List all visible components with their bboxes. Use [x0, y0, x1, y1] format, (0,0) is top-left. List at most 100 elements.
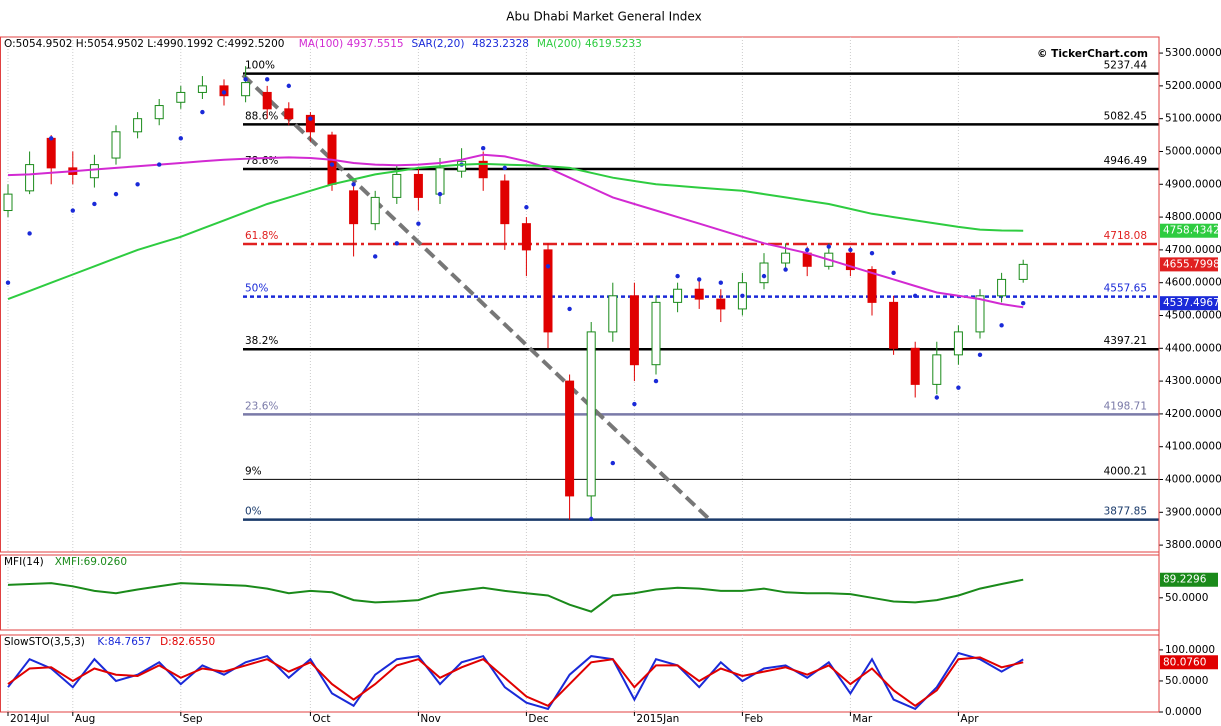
candle-body — [133, 118, 143, 133]
fib-label: 38.2% — [245, 335, 278, 347]
sar-dot — [70, 208, 76, 213]
sar-dot — [157, 162, 162, 167]
fib-value: 4000.21 — [1104, 465, 1147, 477]
candle-body — [305, 114, 315, 133]
y-tick-label: 4400.0000 — [1165, 342, 1221, 354]
sar-dot — [221, 90, 227, 95]
candle-body — [845, 252, 855, 271]
candle-body — [781, 252, 791, 264]
sar-dot — [805, 247, 810, 253]
candle-body — [478, 160, 488, 179]
panel-header: SlowSTO(3,5,3) — [4, 636, 85, 648]
candle-body — [370, 196, 380, 225]
sar-dot — [394, 241, 399, 246]
x-tick-label: 2014Jul — [10, 713, 49, 725]
x-tick-label: Feb — [744, 713, 763, 725]
y-tick-label: 0.0000 — [1165, 706, 1202, 718]
candle-body — [197, 85, 207, 93]
y-tick-label: 4600.0000 — [1165, 277, 1221, 289]
candle-body — [521, 223, 531, 251]
panel-header: MFI(14) — [4, 556, 44, 568]
sar-dot — [265, 77, 270, 82]
candle-body — [413, 173, 423, 198]
value-tag-label: 89.2296 — [1163, 574, 1207, 586]
fib-label: 61.8% — [245, 230, 278, 242]
candle-body — [284, 108, 294, 120]
fib-value: 5082.45 — [1104, 110, 1147, 122]
candle-body — [154, 105, 164, 120]
sar-dot — [653, 378, 659, 384]
fib-value: 4198.71 — [1104, 400, 1147, 412]
y-tick-label: 4000.0000 — [1165, 474, 1221, 486]
candle-body — [889, 301, 899, 349]
candle-body — [651, 301, 661, 366]
candle-body — [910, 347, 920, 385]
legend-name: MA(100) — [299, 38, 343, 50]
x-tick-label: Mar — [852, 713, 872, 725]
candle-body — [435, 167, 445, 195]
legend-name: D:82.6550 — [160, 636, 215, 648]
candle-body — [997, 278, 1007, 297]
sar-dot — [718, 280, 723, 285]
candle-body — [673, 288, 683, 303]
legend-value: 4619.5233 — [585, 38, 642, 50]
sar-dot — [178, 136, 183, 141]
fib-value: 4946.49 — [1104, 155, 1147, 167]
sar-dot — [783, 267, 788, 272]
fib-label: 9% — [245, 465, 262, 477]
candle-body — [176, 91, 186, 103]
y-tick-label: 50.0000 — [1165, 675, 1208, 687]
sar-dot — [632, 401, 637, 407]
y-tick-label: 4800.0000 — [1165, 211, 1221, 223]
value-tag — [1160, 655, 1218, 670]
sar-dot — [934, 395, 939, 400]
candle-body — [89, 164, 99, 179]
series-line — [7, 656, 1024, 708]
series-line — [7, 153, 1024, 309]
x-tick-label: Oct — [312, 713, 330, 725]
y-tick-label: 4100.0000 — [1165, 441, 1221, 453]
value-tag — [1160, 257, 1218, 272]
x-tick-label: Aug — [75, 713, 96, 725]
sar-dot — [135, 182, 140, 187]
fib-value: 4557.65 — [1104, 283, 1147, 295]
value-tag — [1160, 296, 1218, 311]
value-tag — [1160, 223, 1218, 238]
sar-dot — [351, 182, 356, 187]
legend-value: 4823.2328 — [472, 38, 529, 50]
fib-value: 4397.21 — [1104, 335, 1147, 347]
candle-body — [694, 288, 704, 300]
candle-body — [543, 249, 553, 333]
sar-dot — [589, 516, 594, 522]
candle-body — [241, 82, 251, 97]
y-tick-label: 4500.0000 — [1165, 309, 1221, 321]
candle-body — [608, 295, 618, 333]
candle-body — [716, 298, 726, 310]
y-tick-label: 4300.0000 — [1165, 375, 1221, 387]
y-tick-label: 4900.0000 — [1165, 178, 1221, 190]
sar-dot — [697, 277, 702, 282]
candle-body — [3, 193, 13, 212]
sar-dot — [567, 306, 572, 312]
copyright: © TickerChart.com — [1037, 48, 1148, 60]
y-tick-label: 50.0000 — [1165, 592, 1208, 604]
sar-dot — [373, 254, 378, 259]
fib-label: 0% — [245, 506, 262, 518]
value-tag-label: 4655.7998 — [1163, 258, 1220, 270]
legend-name: K:84.7657 — [97, 636, 151, 648]
candle-body — [932, 354, 942, 385]
value-tag-label: 4537.4967 — [1163, 297, 1220, 309]
sar-dot — [5, 280, 11, 285]
sar-dot — [869, 250, 875, 256]
candle-body — [46, 137, 56, 169]
y-tick-label: 3900.0000 — [1165, 506, 1221, 518]
value-tag — [1160, 572, 1218, 587]
sar-dot — [200, 109, 205, 115]
sar-dot — [416, 221, 421, 226]
sar-dot — [999, 323, 1004, 328]
series-line — [7, 578, 1024, 613]
fib-value: 4718.08 — [1104, 230, 1147, 242]
